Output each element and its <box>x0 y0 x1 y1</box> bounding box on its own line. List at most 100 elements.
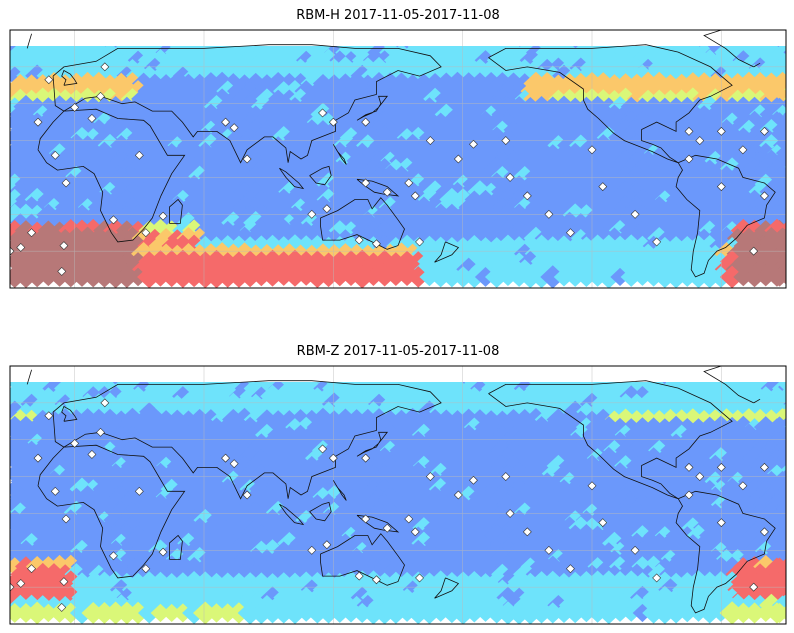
data-cell <box>153 102 179 127</box>
station-marker <box>10 582 15 592</box>
station-marker <box>684 126 694 136</box>
map-panel-rbm-z <box>10 366 786 624</box>
data-cell <box>115 540 138 562</box>
data-cell <box>193 478 217 500</box>
data-cell <box>730 570 756 594</box>
data-cell <box>277 103 302 126</box>
data-cell <box>53 579 77 601</box>
coast-africa <box>37 108 186 243</box>
station-marker <box>16 243 26 252</box>
data-cell <box>216 385 239 407</box>
data-cell <box>783 432 786 438</box>
station-marker <box>27 228 36 238</box>
data-cell <box>144 166 166 186</box>
data-cell <box>311 88 335 110</box>
station-marker <box>652 573 662 583</box>
data-cell <box>341 479 362 499</box>
data-cell <box>424 151 446 171</box>
station-marker <box>382 187 392 197</box>
data-cell <box>441 587 463 608</box>
data-cell <box>172 479 194 499</box>
data-cell <box>195 82 216 101</box>
data-cell <box>328 220 351 241</box>
data-cell <box>177 532 200 554</box>
station-marker <box>242 154 252 164</box>
data-cell <box>753 157 778 180</box>
data-cell <box>490 485 515 509</box>
data-cell <box>126 586 150 609</box>
data-cell <box>339 235 363 257</box>
data-cell <box>75 455 100 477</box>
data-cell <box>355 226 381 250</box>
data-cell <box>532 51 552 70</box>
station-marker <box>141 564 151 574</box>
data-cell <box>103 235 128 257</box>
station-marker <box>328 117 338 127</box>
data-cell <box>15 525 37 546</box>
data-cell <box>222 182 244 202</box>
data-cell <box>88 243 110 264</box>
data-cell <box>206 541 227 561</box>
data-cell <box>362 401 385 423</box>
station-marker <box>566 228 575 238</box>
data-cell <box>193 524 217 547</box>
data-cell <box>439 250 464 273</box>
data-cell <box>414 260 434 279</box>
data-cell <box>385 402 406 422</box>
coast-madagascar <box>169 198 183 224</box>
data-cell <box>311 532 335 555</box>
data-cell <box>38 402 59 422</box>
data-cell <box>111 565 131 584</box>
data-cell <box>150 159 170 178</box>
data-cell <box>356 532 380 554</box>
data-cell <box>732 81 755 102</box>
data-cell <box>386 588 406 607</box>
data-cell <box>278 563 301 585</box>
data-cell <box>313 472 333 491</box>
data-cell <box>136 141 162 165</box>
data-cell <box>402 213 423 233</box>
data-cell <box>249 477 274 501</box>
data-cell <box>346 105 367 124</box>
data-cell <box>592 181 615 202</box>
data-cell <box>413 502 435 523</box>
data-cell <box>408 495 428 514</box>
data-cell <box>178 425 199 445</box>
data-cell <box>697 493 723 517</box>
data-cell <box>649 379 670 398</box>
data-cell <box>144 73 166 94</box>
data-cell <box>665 587 687 608</box>
data-cell <box>603 501 626 523</box>
data-cell <box>429 462 453 485</box>
data-cell <box>412 119 435 141</box>
data-cell <box>464 603 485 623</box>
station-marker <box>50 150 60 160</box>
data-cell <box>189 182 210 202</box>
station-marker <box>354 235 364 245</box>
data-cell <box>139 402 160 422</box>
data-cell <box>93 463 116 485</box>
data-cell <box>271 95 297 119</box>
data-cell <box>699 81 721 101</box>
data-cell <box>682 486 704 507</box>
data-cell <box>481 244 502 264</box>
data-cell <box>284 50 306 70</box>
data-cell <box>417 250 442 273</box>
data-cell <box>439 141 465 165</box>
colored-data-grid <box>10 33 786 288</box>
data-cell <box>21 74 42 93</box>
data-cell <box>49 541 70 561</box>
data-cell <box>765 602 786 624</box>
data-cell <box>620 96 642 117</box>
data-cell <box>439 203 464 227</box>
data-cell <box>475 464 496 483</box>
data-cell <box>531 81 552 101</box>
data-cell <box>199 181 223 203</box>
coast-madagascar <box>169 534 183 560</box>
data-cell <box>290 43 311 62</box>
data-cell <box>742 539 767 563</box>
data-cell <box>478 226 504 250</box>
data-cell <box>260 586 285 609</box>
data-cell <box>58 585 84 610</box>
data-cell <box>19 242 44 265</box>
